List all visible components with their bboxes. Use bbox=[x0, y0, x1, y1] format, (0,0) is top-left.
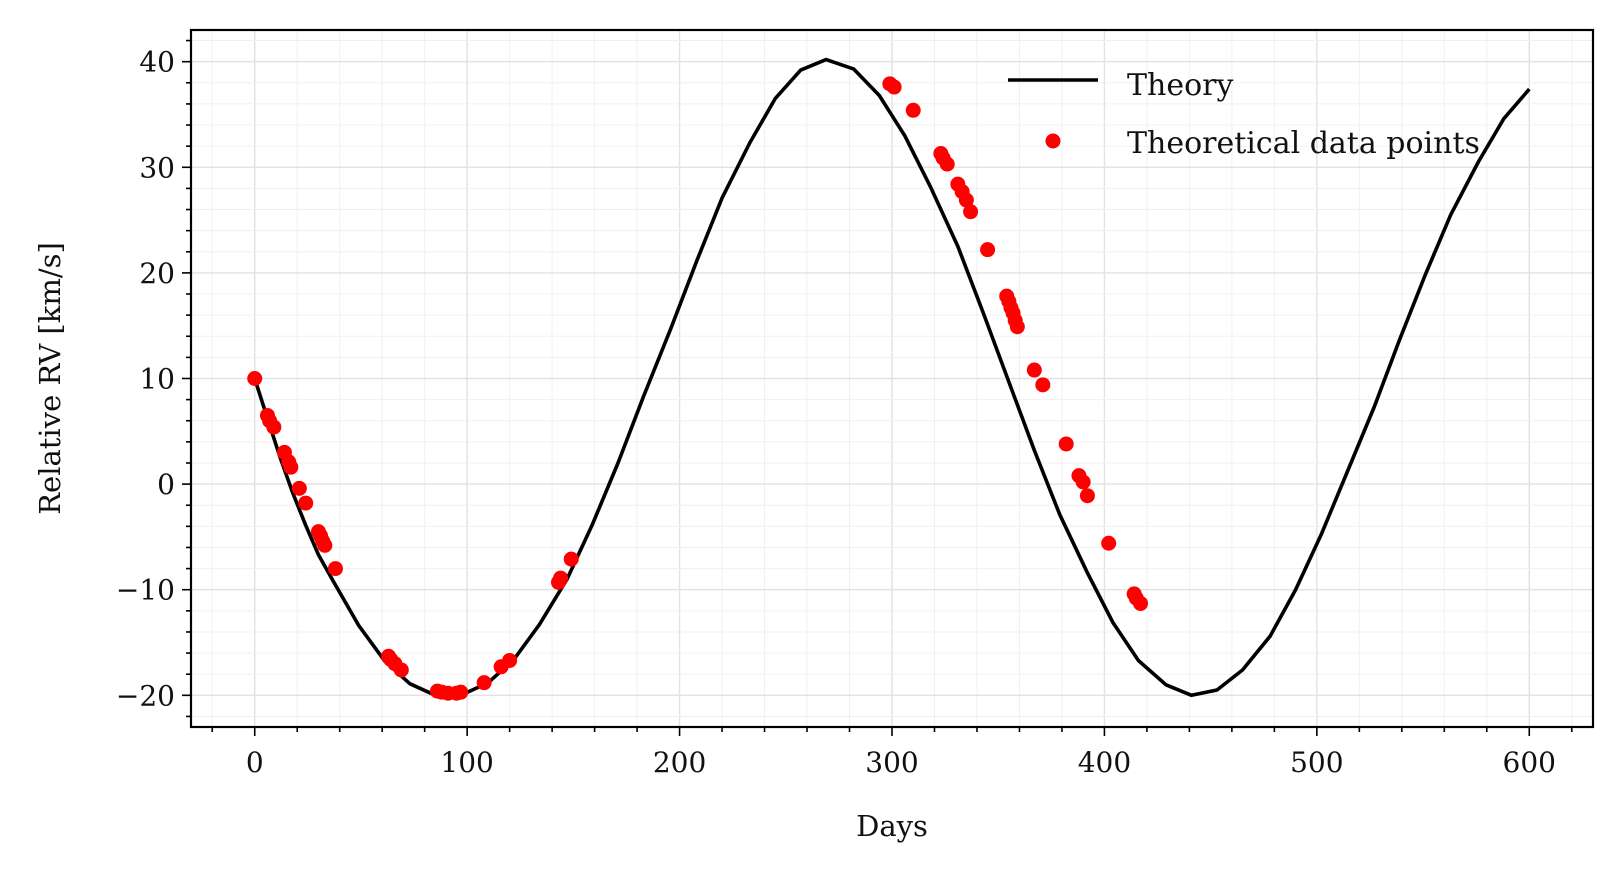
x-tick-label: 400 bbox=[1078, 746, 1131, 779]
data-point bbox=[266, 419, 282, 435]
data-point bbox=[291, 480, 307, 496]
data-point bbox=[393, 662, 409, 678]
x-axis-label: Days bbox=[856, 809, 928, 843]
data-point bbox=[1026, 362, 1042, 378]
x-tick-label: 500 bbox=[1290, 746, 1343, 779]
data-point bbox=[1035, 377, 1051, 393]
y-tick-label: 20 bbox=[139, 257, 175, 290]
data-point bbox=[1079, 488, 1095, 504]
data-point bbox=[1009, 319, 1025, 335]
data-point bbox=[1075, 474, 1091, 490]
data-point bbox=[980, 242, 996, 258]
legend-point-swatch bbox=[1045, 133, 1061, 149]
data-point bbox=[1101, 535, 1117, 551]
data-point bbox=[939, 156, 955, 172]
data-point bbox=[502, 652, 518, 668]
x-tick-label: 100 bbox=[440, 746, 493, 779]
data-point bbox=[247, 371, 263, 386]
data-point bbox=[327, 561, 343, 577]
data-point bbox=[476, 675, 492, 691]
x-tick-label: 600 bbox=[1503, 746, 1556, 779]
data-point bbox=[963, 204, 979, 220]
data-point bbox=[553, 570, 569, 586]
data-point bbox=[298, 495, 314, 511]
x-tick-label: 0 bbox=[246, 746, 264, 779]
legend-label-theory: Theory bbox=[1127, 68, 1233, 103]
x-tick-label: 200 bbox=[653, 746, 706, 779]
y-tick-label: 40 bbox=[139, 46, 175, 79]
data-point bbox=[1058, 436, 1074, 452]
x-tick-label: 300 bbox=[865, 746, 918, 779]
data-points-series bbox=[247, 76, 1149, 701]
y-tick-label: −20 bbox=[116, 679, 175, 712]
grid bbox=[191, 30, 1593, 727]
y-axis-label: Relative RV [km/s] bbox=[33, 242, 67, 515]
axis-ticks bbox=[182, 39, 1573, 736]
tick-labels: 0 100 200 300 400 500 600 −20 −10 0 10 20 30 40 bbox=[116, 46, 1556, 779]
data-point bbox=[1133, 595, 1149, 611]
y-tick-label: 30 bbox=[139, 151, 175, 184]
data-point bbox=[886, 79, 902, 95]
y-tick-label: 0 bbox=[157, 468, 175, 501]
legend-label-data-points: Theoretical data points bbox=[1127, 126, 1480, 161]
data-point bbox=[958, 192, 974, 208]
legend: Theory Theoretical data points bbox=[1008, 68, 1480, 161]
data-point bbox=[905, 102, 921, 118]
data-point bbox=[563, 551, 579, 567]
y-tick-label: −10 bbox=[116, 574, 175, 607]
data-point bbox=[317, 537, 333, 553]
y-tick-label: 10 bbox=[139, 363, 175, 396]
data-point bbox=[453, 684, 469, 700]
data-point bbox=[283, 459, 299, 475]
